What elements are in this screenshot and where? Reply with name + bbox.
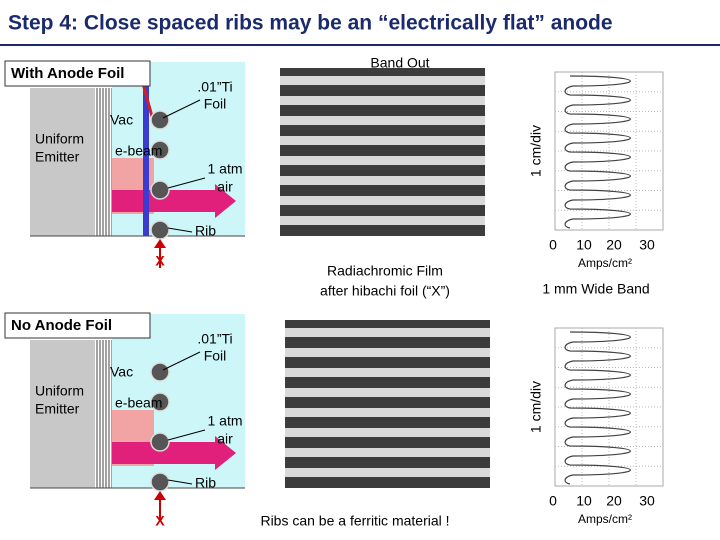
foil-label: Foil	[204, 348, 227, 364]
film-stripe	[285, 408, 490, 417]
plot-tick-label: 0	[549, 237, 557, 253]
plot-xlabel: Amps/cm²	[578, 512, 632, 526]
e-beam-arrow	[112, 436, 236, 470]
rib	[150, 180, 170, 200]
note: Ribs can be a ferritic material !	[260, 513, 449, 529]
label-box	[4, 60, 151, 87]
foil-label: .01”Ti	[197, 331, 232, 347]
vac-label: Vac	[110, 112, 133, 128]
air-label: air	[217, 179, 233, 195]
ebeam-label: e-beam	[115, 143, 162, 159]
film-stripe	[285, 448, 490, 457]
film-stripe	[280, 76, 485, 85]
film-stripe	[285, 468, 490, 477]
film-stripe	[280, 176, 485, 185]
rib	[150, 220, 170, 240]
plot-ylabel: 1 cm/div	[528, 381, 544, 433]
film-stripe	[285, 348, 490, 357]
foil-label: .01”Ti	[197, 79, 232, 95]
rib	[150, 392, 170, 412]
film-stripe	[280, 156, 485, 165]
rib	[150, 110, 170, 130]
film-caption: Radiachromic Film	[327, 263, 443, 279]
x-arrowhead	[154, 239, 166, 248]
film-stripe	[280, 96, 485, 105]
film-stripe	[280, 116, 485, 125]
plot-tick-label: 30	[639, 493, 655, 509]
film	[280, 68, 485, 236]
emitter-label: Uniform	[35, 131, 84, 147]
film-stripe	[285, 388, 490, 397]
plot-tick-label: 0	[549, 493, 557, 509]
plot-tick-label: 10	[576, 237, 592, 253]
hatch	[95, 340, 112, 488]
band-out: Band Out	[370, 55, 429, 71]
x-label: X	[155, 513, 165, 529]
panel-label: No Anode Foil	[11, 317, 112, 334]
foil-label: Foil	[204, 96, 227, 112]
plot-tick-label: 20	[606, 237, 622, 253]
band-caption: 1 mm Wide Band	[542, 281, 649, 297]
pointer	[167, 429, 206, 441]
plot-ylabel: 1 cm/div	[528, 125, 544, 177]
emitter-label: Uniform	[35, 383, 84, 399]
emitter-label: Emitter	[35, 401, 80, 417]
hatch	[95, 88, 112, 236]
emitter-label: Emitter	[35, 149, 80, 165]
current-trace	[564, 331, 631, 485]
panel-label: With Anode Foil	[11, 65, 124, 82]
pointer	[167, 177, 206, 189]
label-box	[4, 312, 151, 339]
film	[285, 320, 490, 488]
rib	[150, 472, 170, 492]
plot-tick-label: 30	[639, 237, 655, 253]
film-stripe	[280, 216, 485, 225]
ebeam-label: e-beam	[115, 395, 162, 411]
plot-xlabel: Amps/cm²	[578, 256, 632, 270]
rib	[150, 140, 170, 160]
rib-label: Rib	[195, 475, 216, 491]
plot-tick-label: 10	[576, 493, 592, 509]
anode-foil	[143, 85, 149, 236]
film-stripe	[285, 368, 490, 377]
film-stripe	[285, 328, 490, 337]
air-label: air	[217, 431, 233, 447]
film-stripe	[280, 136, 485, 145]
vac-label: Vac	[110, 364, 133, 380]
rib	[150, 362, 170, 382]
x-arrowhead	[154, 491, 166, 500]
rib	[150, 432, 170, 452]
film-stripe	[285, 428, 490, 437]
pointer	[162, 99, 201, 119]
pointer	[167, 479, 193, 485]
pointer	[167, 227, 193, 233]
x-label: X	[155, 253, 165, 269]
film-caption: after hibachi foil (“X”)	[320, 283, 450, 299]
pointer	[162, 351, 201, 371]
air-label: 1 atm	[207, 413, 242, 429]
slide-title: Step 4: Close spaced ribs may be an “ele…	[8, 12, 613, 35]
film-stripe	[280, 196, 485, 205]
air-label: 1 atm	[207, 161, 242, 177]
rib-label: Rib	[195, 223, 216, 239]
plot-tick-label: 20	[606, 493, 622, 509]
emitter	[30, 88, 95, 236]
emitter	[30, 340, 95, 488]
current-trace	[564, 75, 631, 229]
